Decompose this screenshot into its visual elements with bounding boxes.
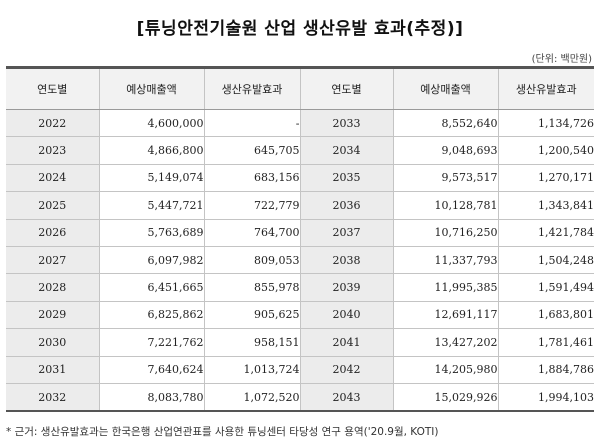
effect-cell-right: 1,134,726 bbox=[497, 109, 594, 138]
year-cell-left: 2029 bbox=[6, 301, 99, 330]
effect-cell-right: 1,200,540 bbox=[497, 136, 594, 165]
year-cell-right: 2037 bbox=[299, 219, 393, 247]
unit-label: (단위: 백만원) bbox=[531, 54, 592, 65]
header-effect-left: 생산유발효과 bbox=[203, 66, 300, 110]
header-year-left: 연도별 bbox=[6, 66, 99, 110]
sales-cell-right: 14,205,980 bbox=[392, 356, 498, 384]
sales-cell-left: 4,600,000 bbox=[98, 109, 204, 138]
year-cell-right: 2035 bbox=[299, 164, 393, 193]
sales-cell-right: 10,128,781 bbox=[392, 191, 498, 220]
sales-cell-right: 8,552,640 bbox=[392, 109, 498, 138]
year-cell-right: 2043 bbox=[299, 383, 393, 413]
sales-cell-right: 15,029,926 bbox=[392, 383, 498, 413]
table-row: 2027 6,097,982 809,053 2038 11,337,793 1,504,… bbox=[6, 246, 594, 275]
sales-cell-right: 9,048,693 bbox=[392, 136, 498, 165]
table-row: 2026 5,763,689 764,700 2037 10,716,250 1,421,… bbox=[6, 219, 594, 247]
year-cell-left: 2027 bbox=[6, 246, 99, 275]
year-cell-left: 2032 bbox=[6, 383, 99, 413]
year-cell-right: 2039 bbox=[299, 273, 393, 302]
effect-cell-left: 855,978 bbox=[203, 273, 300, 302]
year-cell-right: 2034 bbox=[299, 136, 393, 165]
table-row: 2031 7,640,624 1,013,724 2042 14,205,980 1,88… bbox=[6, 356, 594, 384]
year-cell-left: 2026 bbox=[6, 219, 99, 247]
year-cell-right: 2036 bbox=[299, 191, 393, 220]
effect-cell-left: - bbox=[203, 109, 300, 138]
sales-cell-left: 6,825,862 bbox=[98, 301, 204, 330]
table-row: 2029 6,825,862 905,625 2040 12,691,117 1,683,… bbox=[6, 301, 594, 330]
table-row: 2025 5,447,721 722,779 2036 10,128,781 1,343,… bbox=[6, 191, 594, 220]
effect-cell-right: 1,884,786 bbox=[497, 356, 594, 384]
table-row: 2030 7,221,762 958,151 2041 13,427,202 1,781,… bbox=[6, 328, 594, 357]
table-row: 2022 4,600,000-2033 8,552,640 1,134,726 bbox=[6, 109, 594, 138]
sales-cell-right: 11,995,385 bbox=[392, 273, 498, 302]
year-cell-left: 2030 bbox=[6, 328, 99, 357]
sales-cell-left: 7,221,762 bbox=[98, 328, 204, 357]
table-title: [튜닝안전기술원 산업 생산유발 효과(추정)] bbox=[136, 19, 464, 39]
effect-cell-right: 1,994,103 bbox=[497, 383, 594, 413]
sales-cell-right: 13,427,202 bbox=[392, 328, 498, 357]
year-cell-left: 2028 bbox=[6, 273, 99, 302]
effect-cell-right: 1,683,801 bbox=[497, 301, 594, 330]
table-row: 2024 5,149,074 683,156 2035 9,573,517 1,270,1… bbox=[6, 164, 594, 193]
table-row: 2032 8,083,780 1,072,520 2043 15,029,926 1,99… bbox=[6, 383, 594, 413]
sales-cell-left: 4,866,800 bbox=[98, 136, 204, 165]
effect-cell-left: 764,700 bbox=[203, 219, 300, 247]
effect-cell-left: 1,072,520 bbox=[203, 383, 300, 413]
sales-cell-left: 5,763,689 bbox=[98, 219, 204, 247]
effect-cell-left: 722,779 bbox=[203, 191, 300, 220]
effect-cell-left: 1,013,724 bbox=[203, 356, 300, 384]
effect-cell-left: 905,625 bbox=[203, 301, 300, 330]
sales-cell-left: 8,083,780 bbox=[98, 383, 204, 413]
header-sales-right: 예상매출액 bbox=[392, 66, 498, 110]
year-cell-left: 2022 bbox=[6, 109, 99, 138]
year-cell-left: 2031 bbox=[6, 356, 99, 384]
production-effect-table: 연도별 예상매출액 생산유발효과 연도별 예상매출액 생산유발효과 2022 4,… bbox=[6, 66, 594, 413]
source-footnote: * 근거: 생산유발효과는 한국은행 산업연관표를 사용한 튜닝센터 타당성 연… bbox=[6, 426, 439, 438]
table-body: 2022 4,600,000-2033 8,552,640 1,134,726 2023… bbox=[6, 109, 594, 413]
year-cell-right: 2040 bbox=[299, 301, 393, 330]
table-row: 2023 4,866,800 645,705 2034 9,048,693 1,200,5… bbox=[6, 136, 594, 165]
effect-cell-right: 1,270,171 bbox=[497, 164, 594, 193]
year-cell-right: 2033 bbox=[299, 109, 393, 138]
effect-cell-right: 1,343,841 bbox=[497, 191, 594, 220]
sales-cell-left: 6,097,982 bbox=[98, 246, 204, 275]
year-cell-right: 2042 bbox=[299, 356, 393, 384]
table-header-row: 연도별 예상매출액 생산유발효과 연도별 예상매출액 생산유발효과 bbox=[6, 66, 594, 110]
sales-cell-left: 7,640,624 bbox=[98, 356, 204, 384]
year-cell-left: 2023 bbox=[6, 136, 99, 165]
header-effect-right: 생산유발효과 bbox=[497, 66, 594, 110]
table-row: 2028 6,451,665 855,978 2039 11,995,385 1,591,… bbox=[6, 273, 594, 302]
effect-cell-right: 1,781,461 bbox=[497, 328, 594, 357]
header-year-right: 연도별 bbox=[299, 66, 393, 110]
effect-cell-right: 1,504,248 bbox=[497, 246, 594, 275]
sales-cell-left: 5,447,721 bbox=[98, 191, 204, 220]
sales-cell-right: 10,716,250 bbox=[392, 219, 498, 247]
effect-cell-left: 809,053 bbox=[203, 246, 300, 275]
year-cell-left: 2024 bbox=[6, 164, 99, 193]
year-cell-right: 2041 bbox=[299, 328, 393, 357]
header-sales-left: 예상매출액 bbox=[98, 66, 204, 110]
year-cell-left: 2025 bbox=[6, 191, 99, 220]
sales-cell-left: 6,451,665 bbox=[98, 273, 204, 302]
effect-cell-right: 1,421,784 bbox=[497, 219, 594, 247]
effect-cell-left: 683,156 bbox=[203, 164, 300, 193]
sales-cell-right: 9,573,517 bbox=[392, 164, 498, 193]
effect-cell-right: 1,591,494 bbox=[497, 273, 594, 302]
year-cell-right: 2038 bbox=[299, 246, 393, 275]
sales-cell-right: 11,337,793 bbox=[392, 246, 498, 275]
effect-cell-left: 958,151 bbox=[203, 328, 300, 357]
sales-cell-right: 12,691,117 bbox=[392, 301, 498, 330]
effect-cell-left: 645,705 bbox=[203, 136, 300, 165]
sales-cell-left: 5,149,074 bbox=[98, 164, 204, 193]
